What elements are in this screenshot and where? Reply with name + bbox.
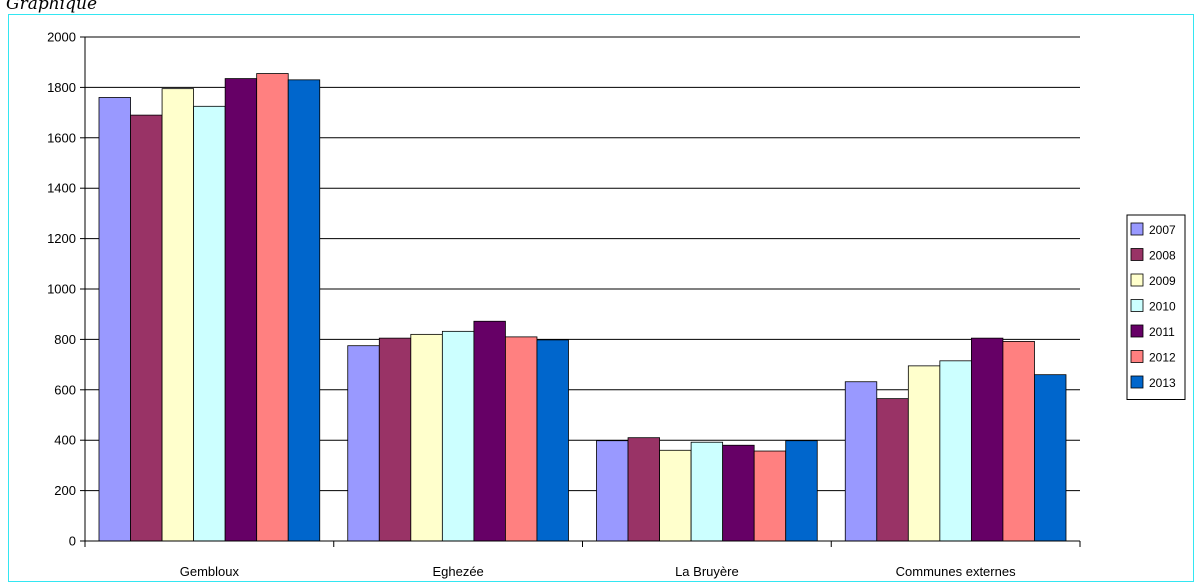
bar-2009-2: [659, 449, 692, 542]
bar-2007-2: [596, 440, 629, 542]
bar-2010-1: [441, 330, 475, 542]
bar-2013-3: [1034, 374, 1067, 542]
y-tick-label: 200: [54, 483, 76, 498]
bar-2011-2: [722, 444, 755, 542]
y-tick-label: 0: [69, 534, 76, 549]
y-tick-label: 1800: [47, 80, 76, 95]
bar-2007-0: [98, 97, 131, 542]
bar-2011-3: [970, 337, 1004, 542]
legend-swatch-2010: [1130, 299, 1144, 312]
page-label: Graphique: [6, 0, 98, 14]
bar-2010-0: [193, 105, 226, 542]
legend: 2007 2008 2009 2010 2011 2012 2013: [1126, 214, 1186, 400]
bar-2012-1: [505, 336, 538, 542]
y-tick-label: 800: [54, 332, 76, 347]
bar-2012-2: [753, 450, 787, 542]
bar-2007-3: [844, 381, 878, 542]
legend-swatch-2013: [1130, 375, 1144, 389]
legend-label: 2009: [1149, 274, 1176, 288]
legend-label: 2013: [1149, 376, 1176, 390]
legend-label: 2007: [1149, 223, 1176, 237]
legend-swatch-2007: [1130, 222, 1144, 236]
bar-2009-1: [410, 333, 443, 542]
legend-swatch-2009: [1130, 273, 1144, 287]
y-tick-label: 1600: [47, 130, 76, 145]
bar-2013-1: [536, 339, 569, 542]
y-tick-label: 1000: [47, 282, 76, 297]
bar-2009-3: [907, 365, 941, 542]
legend-swatch-2011: [1130, 324, 1144, 338]
bars: [98, 73, 1067, 542]
axes: [80, 36, 1081, 547]
legend-label: 2011: [1149, 325, 1175, 339]
legend-swatch-2008: [1130, 248, 1144, 261]
legend-label: 2008: [1149, 249, 1176, 263]
legend-swatch-2012: [1130, 350, 1144, 363]
bar-2013-0: [287, 79, 321, 542]
legend-label: 2010: [1149, 300, 1176, 314]
y-tick-label: 2000: [47, 30, 76, 45]
y-tick-label: 400: [54, 433, 76, 448]
bar-2009-0: [161, 88, 195, 542]
bar-2008-0: [130, 114, 163, 542]
y-tick-label: 600: [54, 382, 76, 397]
x-tick-label: Communes externes: [896, 564, 1016, 579]
x-tick-label: La Bruyère: [675, 564, 739, 579]
x-tick-labels: Gembloux Eghezée La Bruyère Communes extern…: [180, 564, 1016, 579]
bar-2008-3: [876, 398, 909, 542]
y-tick-label: 1200: [47, 231, 76, 246]
y-tick-label: 1400: [47, 181, 76, 196]
bar-2011-1: [473, 320, 506, 542]
y-tick-labels: 0 200 400 600 800 1000 1200 1400 1600 1800 2000: [47, 30, 76, 549]
bar-2012-0: [256, 73, 289, 542]
bar-2008-1: [378, 337, 412, 542]
bar-2007-1: [347, 345, 380, 542]
bar-2010-2: [690, 441, 724, 542]
bar-2011-0: [224, 78, 258, 542]
x-tick-label: Gembloux: [180, 564, 240, 579]
bar-2010-3: [939, 360, 972, 542]
bar-2012-3: [1002, 341, 1035, 542]
bar-2008-2: [627, 437, 660, 542]
legend-label: 2012: [1149, 351, 1176, 365]
bar-2013-2: [785, 440, 818, 542]
x-tick-label: Eghezée: [432, 564, 483, 579]
